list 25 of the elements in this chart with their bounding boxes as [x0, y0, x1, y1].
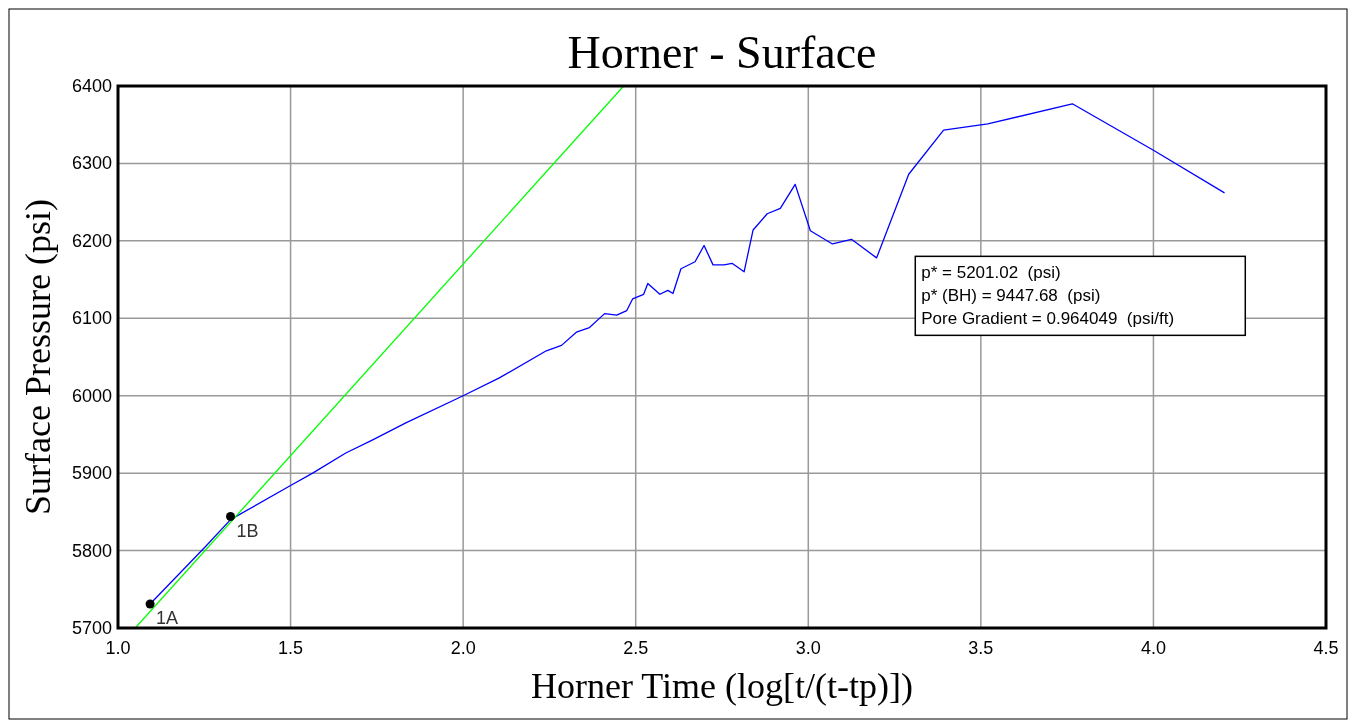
- x-tick-label: 2.0: [450, 638, 476, 658]
- x-tick-label: 2.5: [623, 638, 649, 658]
- y-tick-label: 6000: [71, 385, 112, 406]
- y-tick-label: 6200: [71, 230, 112, 251]
- x-tick-label: 3.5: [968, 638, 994, 658]
- annotation: p* (BH) = 9447.68 (psi): [921, 286, 1101, 306]
- x-tick-label: 4.0: [1140, 638, 1166, 658]
- annotation: p* = 5201.02 (psi): [921, 263, 1061, 283]
- text-box: p* = 5201.02 (psi) p* (BH) = 9447.68 (psi) Pore Gradient = 0.964049 (psi/ft): [914, 255, 1247, 337]
- y-tick-label: 6100: [71, 308, 112, 329]
- chart-title: Horner - Surface: [567, 27, 877, 78]
- x-axis-title: Horner Time (log[t/(t-tp)]): [531, 666, 913, 706]
- annotation: 1A: [156, 608, 179, 628]
- x-tick-label: 1.0: [105, 638, 131, 658]
- y-axis-title: Surface Pressure (psi): [18, 199, 58, 515]
- annotation: 1B: [236, 520, 259, 541]
- y-tick-label: 6400: [71, 76, 112, 96]
- x-tick-label: 1.5: [278, 638, 304, 658]
- y-tick-label: 5700: [71, 618, 112, 638]
- annotation: Pore Gradient = 0.964049 (psi/ft): [921, 309, 1175, 329]
- y-tick-label: 5800: [71, 540, 112, 561]
- x-tick-label: 3.0: [795, 638, 821, 658]
- y-tick-label: 5900: [71, 463, 112, 484]
- x-tick-label: 4.5: [1313, 638, 1339, 658]
- y-tick-label: 6300: [71, 153, 112, 174]
